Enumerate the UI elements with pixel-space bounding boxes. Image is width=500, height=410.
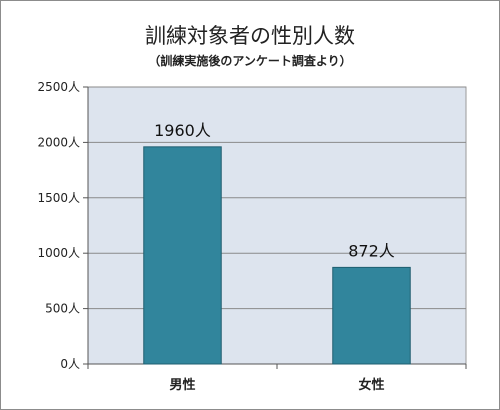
- x-tick-label-0: 男性: [169, 377, 195, 393]
- x-tick-labels: 男性 女性: [169, 377, 384, 393]
- y-tick-label: 500人: [45, 302, 80, 316]
- bar-0: [143, 146, 222, 365]
- data-label-0: 1960人: [154, 121, 211, 140]
- y-tick-label: 2000人: [37, 135, 80, 149]
- bars: [143, 146, 411, 365]
- y-tick-label: 2500人: [37, 80, 80, 94]
- y-tick-label: 1500人: [37, 191, 80, 205]
- data-labels: 1960人 872人: [154, 121, 395, 261]
- bar-1: [332, 266, 411, 365]
- y-tick-label: 1000人: [37, 246, 80, 260]
- chart-title: 訓練対象者の性別人数: [145, 24, 355, 48]
- x-tick-label-1: 女性: [358, 377, 384, 393]
- y-tick-labels: 0人 500人 1000人 1500人 2000人 2500人: [37, 80, 80, 371]
- chart-subtitle: （訓練実施後のアンケート調査より）: [148, 54, 352, 68]
- data-label-1: 872人: [348, 241, 395, 260]
- y-tick-label: 0人: [60, 357, 80, 371]
